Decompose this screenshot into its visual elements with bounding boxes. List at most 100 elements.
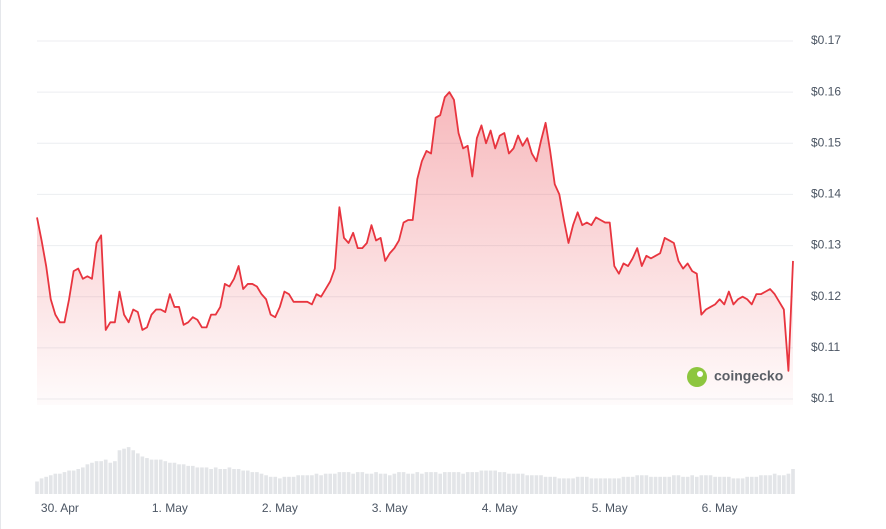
y-tick-label: $0.14 (811, 187, 841, 201)
volume-bar (415, 472, 420, 494)
y-tick-label: $0.11 (811, 340, 840, 354)
volume-bar (649, 476, 653, 494)
x-tick-label: 5. May (592, 501, 628, 515)
volume-bar (383, 473, 388, 494)
volume-bar (232, 469, 236, 494)
volume-bar (223, 469, 227, 494)
volume-bar (346, 472, 351, 494)
volume-bar (717, 476, 722, 494)
volume-bar (310, 475, 314, 494)
volume-bar (433, 472, 438, 494)
volume-bar (447, 472, 452, 494)
volume-bar (53, 473, 58, 494)
volume-bar (94, 461, 99, 494)
volume-bar (465, 472, 470, 494)
volume-bar (736, 478, 740, 494)
volume-bar (442, 472, 447, 494)
volume-bar (351, 473, 355, 494)
y-tick-label: $0.16 (811, 84, 841, 98)
volume-bar (204, 467, 209, 494)
volume-bar (113, 461, 117, 494)
volume-bar (607, 478, 612, 494)
logo-eye (697, 371, 703, 377)
volume-bar (461, 473, 465, 494)
volume-bar (672, 475, 676, 494)
volume-bar (337, 472, 342, 494)
volume-bar (791, 469, 795, 494)
volume-bar (76, 469, 81, 494)
volume-bar (158, 459, 163, 494)
volume-bar (708, 475, 713, 494)
volume-bar (58, 473, 62, 494)
volume-bar (323, 473, 328, 494)
volume-bar (149, 459, 154, 494)
volume-bar (305, 475, 310, 494)
volume-bar (722, 476, 727, 494)
volume-bar (420, 473, 424, 494)
volume-bar (282, 476, 287, 494)
volume-bar (516, 473, 520, 494)
volume-bar (273, 476, 278, 494)
volume-bar (644, 475, 649, 494)
volume-bar (71, 470, 76, 494)
volume-bar (44, 476, 48, 494)
volume-bar (557, 478, 562, 494)
volume-bar (195, 467, 200, 494)
x-tick-label: 30. Apr (41, 501, 79, 515)
y-tick-label: $0.1 (811, 391, 835, 405)
volume-bar (103, 459, 108, 494)
volume-bar (117, 450, 122, 494)
volume-bar (291, 476, 296, 494)
volume-bar (35, 481, 39, 494)
x-tick-label: 1. May (152, 501, 188, 515)
volume-bar (520, 473, 525, 494)
volume-bar (584, 476, 589, 494)
volume-bar (502, 472, 507, 494)
volume-bar (163, 461, 168, 494)
volume-bar (355, 472, 360, 494)
logo-icon (687, 367, 707, 387)
volume-bar (259, 473, 264, 494)
volume-bar (67, 470, 71, 494)
volume-bar (511, 473, 516, 494)
volume-bar (250, 472, 255, 494)
volume-bar (630, 476, 635, 494)
volume-bar (328, 473, 333, 494)
volume-bar (145, 458, 149, 494)
volume-bar (621, 476, 626, 494)
watermark: coingecko (687, 367, 783, 387)
volume-bar (278, 478, 282, 494)
y-tick-label: $0.12 (811, 289, 841, 303)
volume-bar (690, 475, 695, 494)
volume-bar (639, 475, 644, 494)
volume-bar (378, 473, 383, 494)
volume-bar (126, 447, 131, 494)
volume-bar (667, 476, 672, 494)
volume-bar (140, 456, 145, 494)
volume-bar (759, 475, 763, 494)
volume-bar (548, 476, 552, 494)
volume-bar (704, 475, 708, 494)
volume-bar (470, 472, 475, 494)
volume-bar (566, 478, 571, 494)
volume-bar (772, 473, 777, 494)
volume-bar (131, 450, 136, 494)
volume-bar (369, 473, 374, 494)
volume-bar (626, 476, 630, 494)
volume-bar (731, 478, 736, 494)
volume-bar (360, 472, 365, 494)
volume-bar (296, 475, 300, 494)
volume-bar (507, 473, 511, 494)
volume-bar (245, 470, 250, 494)
volume-bar (662, 476, 667, 494)
volume-bar (488, 470, 493, 494)
volume-bar (571, 478, 575, 494)
volume-bar (685, 476, 690, 494)
volume-bar (727, 476, 731, 494)
x-tick-label: 2. May (262, 501, 298, 515)
volume-bar (332, 473, 337, 494)
x-tick-label: 6. May (702, 501, 738, 515)
volume-bar (200, 467, 204, 494)
volume-bar (635, 475, 640, 494)
volume-bar (122, 448, 126, 494)
